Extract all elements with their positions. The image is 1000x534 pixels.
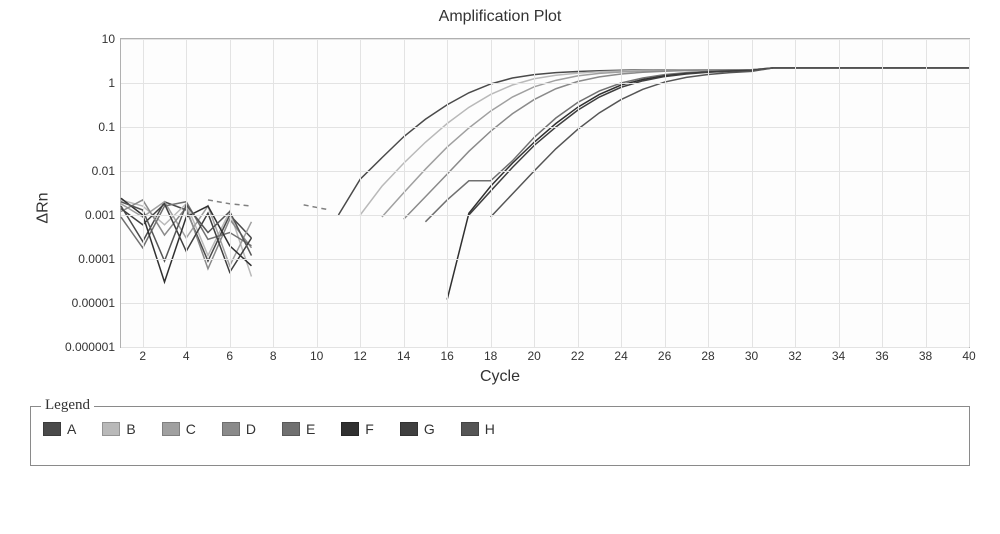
legend-swatch <box>43 422 61 436</box>
gridline-v <box>534 39 535 347</box>
gridline-h <box>121 259 969 260</box>
legend-swatch <box>341 422 359 436</box>
gridline-v <box>360 39 361 347</box>
gridline-v <box>708 39 709 347</box>
gridline-h <box>121 127 969 128</box>
legend-label: G <box>424 421 435 437</box>
gridline-v <box>882 39 883 347</box>
xtick-label: 30 <box>745 347 758 363</box>
gridline-v <box>317 39 318 347</box>
xtick-label: 6 <box>226 347 233 363</box>
legend-item-G: G <box>400 421 435 437</box>
gridline-v <box>491 39 492 347</box>
xtick-label: 18 <box>484 347 497 363</box>
legend-label: H <box>485 421 495 437</box>
xtick-label: 24 <box>614 347 627 363</box>
gridline-v <box>665 39 666 347</box>
x-axis-label: Cycle <box>480 368 520 386</box>
ytick-label: 0.0001 <box>78 252 121 266</box>
gridline-v <box>839 39 840 347</box>
gridline-v <box>230 39 231 347</box>
legend-label: F <box>365 421 374 437</box>
xtick-label: 16 <box>440 347 453 363</box>
ytick-label: 1 <box>108 76 121 90</box>
legend-item-D: D <box>222 421 256 437</box>
xtick-label: 4 <box>183 347 190 363</box>
xtick-label: 20 <box>527 347 540 363</box>
xtick-label: 28 <box>701 347 714 363</box>
legend-item-F: F <box>341 421 374 437</box>
ytick-label: 0.1 <box>98 120 121 134</box>
ytick-label: 0.000001 <box>65 340 121 354</box>
legend-item-B: B <box>102 421 135 437</box>
gridline-v <box>926 39 927 347</box>
series-line-G <box>469 68 969 215</box>
gridline-v <box>447 39 448 347</box>
xtick-label: 40 <box>962 347 975 363</box>
amplification-chart: Amplification Plot ΔRn 0.0000010.000010.… <box>20 8 980 388</box>
legend-swatch <box>162 422 180 436</box>
legend-swatch <box>282 422 300 436</box>
ytick-label: 0.01 <box>92 164 121 178</box>
legend-item-H: H <box>461 421 495 437</box>
series-line-C <box>382 68 969 217</box>
gridline-v <box>969 39 970 347</box>
legend-swatch <box>222 422 240 436</box>
xtick-label: 34 <box>832 347 845 363</box>
chart-title: Amplification Plot <box>20 8 980 26</box>
xtick-label: 32 <box>788 347 801 363</box>
gridline-v <box>795 39 796 347</box>
plot-area: 0.0000010.000010.00010.0010.010.11102468… <box>120 38 970 348</box>
gridline-v <box>621 39 622 347</box>
legend-swatch <box>102 422 120 436</box>
xtick-label: 2 <box>139 347 146 363</box>
legend-label: C <box>186 421 196 437</box>
gridline-h <box>121 39 969 40</box>
gridline-h <box>121 83 969 84</box>
gridline-h <box>121 171 969 172</box>
series-line-D <box>404 68 969 219</box>
ytick-label: 0.001 <box>85 208 121 222</box>
gridline-v <box>143 39 144 347</box>
legend-label: A <box>67 421 76 437</box>
legend-label: E <box>306 421 315 437</box>
y-axis-label: ΔRn <box>35 192 53 223</box>
gridline-h <box>121 215 969 216</box>
gridline-v <box>186 39 187 347</box>
gridline-v <box>404 39 405 347</box>
series-line-H <box>491 68 969 217</box>
legend-label: D <box>246 421 256 437</box>
xtick-label: 22 <box>571 347 584 363</box>
series-line-A <box>338 68 969 215</box>
legend-item-C: C <box>162 421 196 437</box>
legend-item-A: A <box>43 421 76 437</box>
xtick-label: 26 <box>658 347 671 363</box>
gridline-v <box>578 39 579 347</box>
xtick-label: 36 <box>875 347 888 363</box>
gridline-h <box>121 303 969 304</box>
legend-box: Legend ABCDEFGH <box>30 406 970 466</box>
ytick-label: 10 <box>102 32 121 46</box>
legend-label: B <box>126 421 135 437</box>
legend-item-E: E <box>282 421 315 437</box>
series-svg <box>121 39 969 347</box>
legend-title: Legend <box>41 397 94 414</box>
xtick-label: 10 <box>310 347 323 363</box>
gridline-v <box>273 39 274 347</box>
xtick-label: 8 <box>270 347 277 363</box>
legend-items: A B C D E F G H <box>43 421 957 437</box>
xtick-label: 12 <box>353 347 366 363</box>
gridline-v <box>752 39 753 347</box>
xtick-label: 38 <box>919 347 932 363</box>
plot-outer: ΔRn 0.0000010.000010.00010.0010.010.1110… <box>20 28 980 388</box>
legend-swatch <box>400 422 418 436</box>
legend-swatch <box>461 422 479 436</box>
ytick-label: 0.00001 <box>72 296 121 310</box>
xtick-label: 14 <box>397 347 410 363</box>
